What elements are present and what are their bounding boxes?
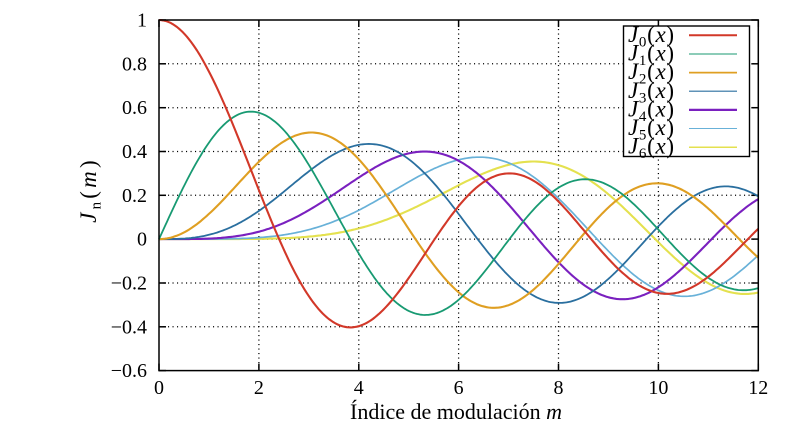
- svg-text:−0.6: −0.6: [111, 360, 147, 382]
- svg-text:0.8: 0.8: [122, 53, 147, 75]
- svg-text:4: 4: [354, 377, 364, 399]
- svg-text:Índice de modulación m: Índice de modulación m: [350, 399, 562, 424]
- svg-text:Jn(m): Jn(m): [76, 157, 105, 223]
- svg-text:J1(x): J1(x): [628, 41, 675, 70]
- svg-text:J5(x): J5(x): [628, 115, 675, 144]
- svg-text:−0.4: −0.4: [111, 316, 147, 338]
- svg-text:8: 8: [554, 377, 564, 399]
- svg-text:0.2: 0.2: [122, 185, 147, 207]
- svg-text:2: 2: [254, 377, 264, 399]
- svg-text:−0.2: −0.2: [111, 273, 147, 295]
- svg-text:10: 10: [648, 377, 668, 399]
- svg-text:0: 0: [154, 377, 164, 399]
- svg-text:J3(x): J3(x): [628, 78, 675, 107]
- svg-text:0: 0: [137, 229, 147, 251]
- svg-text:12: 12: [748, 377, 768, 399]
- svg-text:J4(x): J4(x): [628, 96, 675, 125]
- svg-text:1: 1: [137, 10, 147, 32]
- svg-text:J0(x): J0(x): [628, 22, 675, 51]
- svg-text:J2(x): J2(x): [628, 59, 675, 88]
- svg-text:0.6: 0.6: [122, 97, 147, 119]
- svg-text:6: 6: [454, 377, 464, 399]
- svg-text:J6(x): J6(x): [628, 134, 675, 163]
- svg-text:0.4: 0.4: [122, 141, 147, 163]
